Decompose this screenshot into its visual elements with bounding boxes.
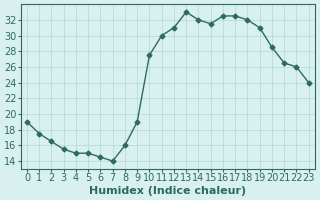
X-axis label: Humidex (Indice chaleur): Humidex (Indice chaleur)	[89, 186, 246, 196]
